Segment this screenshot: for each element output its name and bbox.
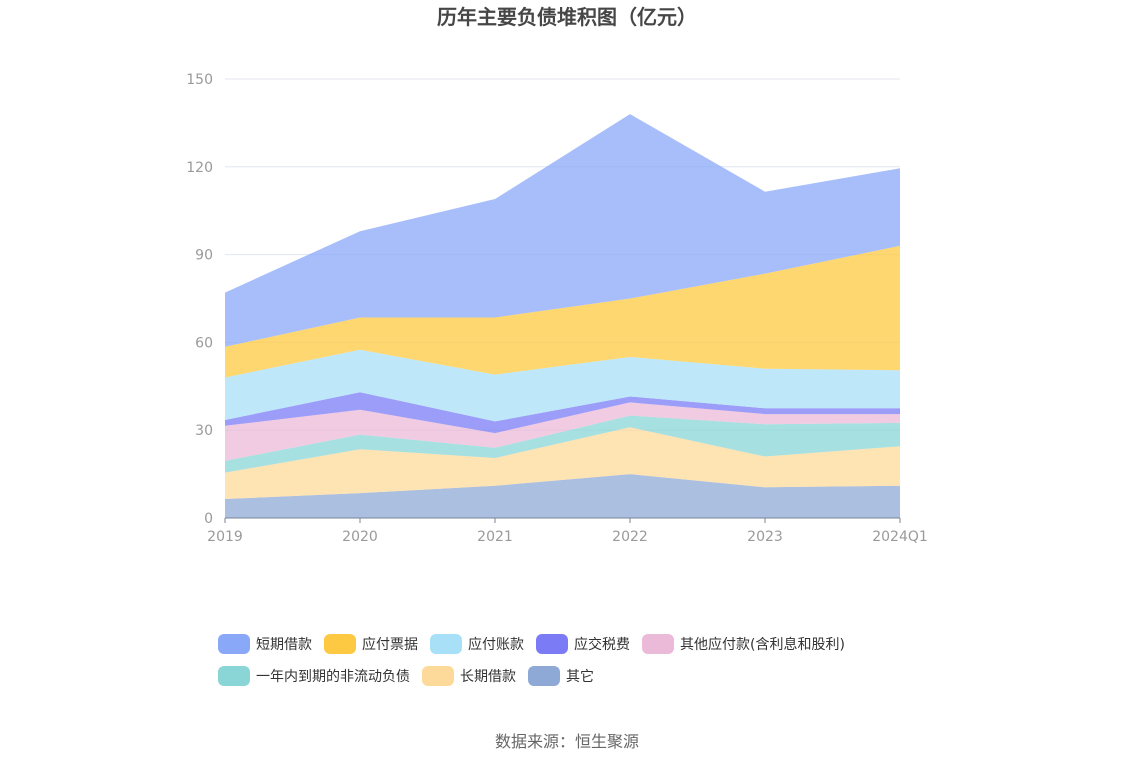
legend-item-accounts-payable[interactable]: 应付账款 xyxy=(430,634,524,654)
legend-swatch xyxy=(536,634,568,654)
legend-label: 应付票据 xyxy=(362,637,418,653)
legend-item-taxes-payable[interactable]: 应交税费 xyxy=(536,634,630,654)
y-tick-label: 0 xyxy=(204,511,213,527)
area-series-应交税费 xyxy=(225,392,900,434)
legend-row-1: 短期借款 应付票据 应付账款 应交税费 其他应付款(含利息和股利) xyxy=(218,628,978,660)
legend-label: 一年内到期的非流动负债 xyxy=(256,669,410,685)
legend-swatch xyxy=(422,666,454,686)
x-tick-label: 2024Q1 xyxy=(872,529,928,545)
y-tick-label: 120 xyxy=(186,160,213,176)
legend-row-2: 一年内到期的非流动负债 长期借款 其它 xyxy=(218,660,978,692)
area-series-一年内到期的非流动负债 xyxy=(225,415,900,473)
legend-swatch xyxy=(430,634,462,654)
area-series-应付账款 xyxy=(225,349,900,422)
area-series-其他应付款(含利息和股利) xyxy=(225,402,900,461)
area-series-应付票据 xyxy=(225,245,900,378)
legend-swatch xyxy=(642,634,674,654)
legend-label: 其他应付款(含利息和股利) xyxy=(680,637,845,653)
y-tick-label: 150 xyxy=(186,72,213,88)
x-tick-label: 2022 xyxy=(612,529,648,545)
y-tick-label: 60 xyxy=(195,335,213,351)
legend-item-other[interactable]: 其它 xyxy=(528,666,594,686)
area-series-短期借款 xyxy=(225,114,900,347)
x-tick-label: 2021 xyxy=(477,529,513,545)
legend-item-current-portion-noncurrent[interactable]: 一年内到期的非流动负债 xyxy=(218,666,410,686)
legend-label: 应付账款 xyxy=(468,637,524,653)
chart-title: 历年主要负债堆积图（亿元） xyxy=(437,5,697,29)
x-tick-label: 2019 xyxy=(207,529,243,545)
legend-label: 短期借款 xyxy=(256,637,312,653)
area-series xyxy=(225,114,900,518)
stacked-area-chart: 0 30 60 90 120 150 2019 2020 2021 2022 2023 2024Q1 xyxy=(186,72,928,545)
legend-label: 长期借款 xyxy=(460,669,516,685)
legend-swatch xyxy=(218,634,250,654)
legend-item-long-term-loans[interactable]: 长期借款 xyxy=(422,666,516,686)
y-tick-label: 30 xyxy=(195,423,213,439)
legend-item-other-payables[interactable]: 其他应付款(含利息和股利) xyxy=(642,634,845,654)
x-tick-label: 2020 xyxy=(342,529,378,545)
legend-label: 应交税费 xyxy=(574,637,630,653)
legend-item-short-term-loans[interactable]: 短期借款 xyxy=(218,634,312,654)
x-tick-label: 2023 xyxy=(747,529,783,545)
axes: 0 30 60 90 120 150 2019 2020 2021 2022 2023 2024Q1 xyxy=(186,72,928,545)
legend-label: 其它 xyxy=(566,669,594,685)
legend-swatch xyxy=(324,634,356,654)
legend-swatch xyxy=(218,666,250,686)
data-source: 数据来源：恒生聚源 xyxy=(494,732,639,751)
legend: 短期借款 应付票据 应付账款 应交税费 其他应付款(含利息和股利) 一年内到期的… xyxy=(218,628,978,692)
area-series-长期借款 xyxy=(225,427,900,499)
legend-swatch xyxy=(528,666,560,686)
legend-item-notes-payable[interactable]: 应付票据 xyxy=(324,634,418,654)
area-series-其它 xyxy=(225,474,900,518)
y-tick-label: 90 xyxy=(195,248,213,264)
